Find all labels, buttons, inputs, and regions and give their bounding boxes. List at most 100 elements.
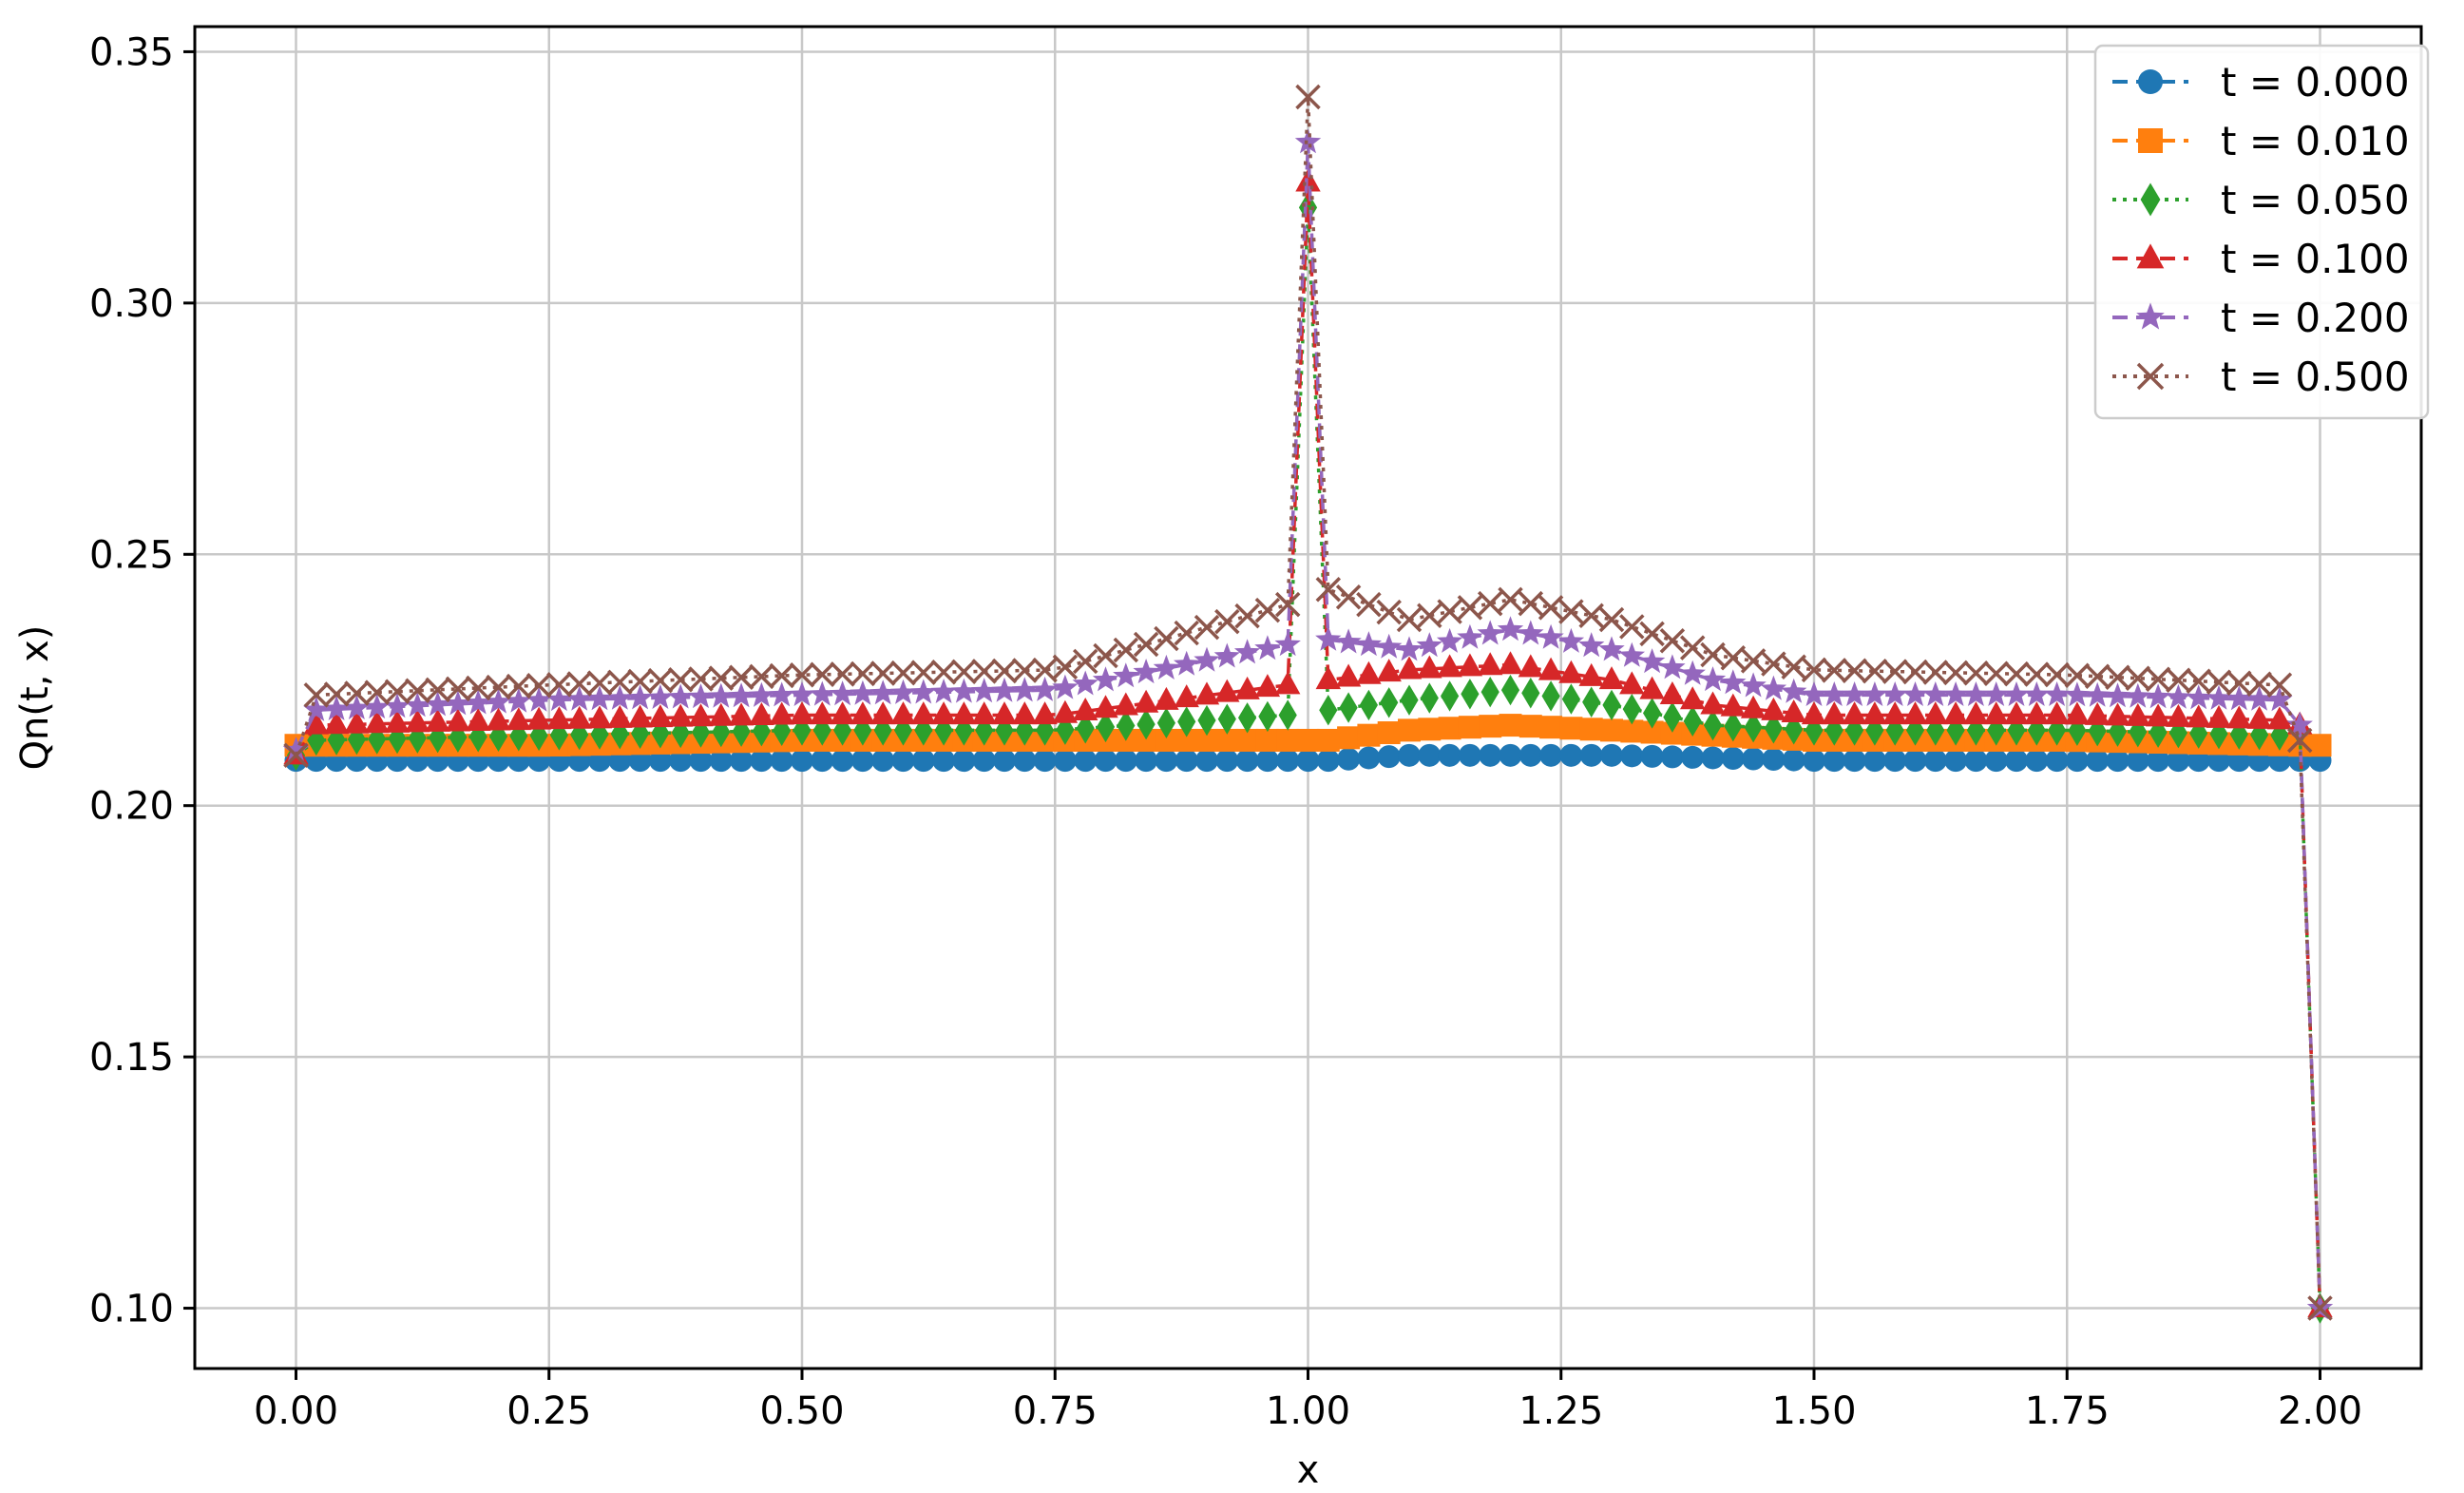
data-point (1032, 657, 1058, 683)
data-point (1538, 595, 1564, 621)
data-point (769, 701, 794, 725)
data-point (1177, 706, 1196, 737)
data-point (1274, 591, 1301, 618)
data-point (1681, 745, 1705, 769)
data-point (728, 682, 754, 708)
data-point (1499, 743, 1522, 767)
data-point (1337, 747, 1361, 771)
data-point (1922, 681, 1949, 706)
data-point (1052, 674, 1079, 699)
data-point (830, 661, 855, 687)
data-point (1174, 620, 1199, 646)
data-point (1396, 636, 1423, 661)
data-point (1498, 651, 1523, 675)
data-point (1538, 657, 1564, 680)
data-point (1213, 642, 1240, 668)
data-point (1801, 657, 1827, 683)
data-point (1781, 699, 1806, 722)
data-point (1699, 666, 1727, 692)
data-point (1479, 715, 1502, 738)
data-point (465, 689, 491, 715)
data-point (1500, 674, 1520, 706)
data-point (1639, 621, 1665, 647)
data-point (2138, 69, 2163, 94)
legend: t = 0.000 t = 0.010 t = 0.050 t = 0.100 t = … (2093, 44, 2430, 420)
data-point (1400, 684, 1419, 716)
data-point (2226, 705, 2252, 729)
data-point (1275, 671, 1301, 695)
data-point (1175, 749, 1198, 773)
y-axis-label: Qn(t, x) (13, 625, 57, 771)
data-point (1679, 635, 1706, 660)
data-point (1618, 641, 1645, 667)
data-point (1416, 632, 1442, 658)
data-point (1962, 681, 1990, 706)
data-point (2064, 701, 2091, 725)
data-point (525, 673, 552, 699)
data-point (1458, 716, 1481, 739)
data-point (1740, 695, 1767, 718)
data-point (1012, 701, 1038, 725)
data-point (1356, 660, 1382, 684)
data-point (1335, 663, 1362, 687)
data-point (971, 701, 997, 725)
data-point (1074, 749, 1098, 773)
data-point (2065, 749, 2089, 773)
data-point (1761, 697, 1786, 720)
data-point (769, 681, 795, 707)
data-point (1437, 654, 1462, 678)
data-point (1457, 623, 1483, 649)
data-point (789, 661, 815, 688)
x-tick-label: 1.00 (1266, 1389, 1350, 1433)
data-point (1377, 745, 1401, 769)
data-point (2086, 749, 2110, 773)
data-point (1296, 728, 1320, 752)
data-point (323, 711, 350, 735)
data-point (1032, 701, 1058, 725)
data-point (364, 680, 390, 705)
data-point (1862, 658, 1888, 684)
data-point (1598, 666, 1625, 690)
data-point (1214, 679, 1240, 702)
data-point (347, 723, 366, 756)
data-point (1398, 718, 1421, 742)
data-point (869, 680, 896, 705)
data-point (1194, 646, 1220, 672)
x-axis-ticks: 0.00 0.25 0.50 0.75 1.00 1.25 1.50 1.75 2.00 (254, 1369, 2362, 1433)
data-point (1905, 715, 1925, 746)
data-point (343, 695, 371, 719)
data-point (2225, 685, 2252, 711)
data-point (1781, 654, 1806, 680)
data-point (2125, 702, 2150, 726)
data-point (2186, 668, 2211, 694)
data-point (1376, 599, 1402, 625)
grid (195, 27, 2421, 1369)
data-point (2105, 664, 2130, 690)
data-point (1721, 746, 1745, 770)
data-point (850, 680, 876, 705)
data-point (506, 673, 532, 699)
data-point (1740, 672, 1767, 698)
data-point (1643, 698, 1662, 729)
data-point (1052, 699, 1079, 723)
x-tick-label: 0.25 (506, 1389, 591, 1433)
data-point (545, 686, 573, 712)
data-point (627, 704, 653, 728)
data-point (1841, 681, 1868, 706)
legend-label: t = 0.500 (2221, 354, 2410, 400)
data-point (770, 749, 793, 773)
data-point (1518, 654, 1543, 678)
data-point (384, 709, 411, 733)
data-point (1539, 716, 1563, 739)
data-point (2044, 661, 2070, 688)
data-point (2003, 701, 2030, 725)
data-point (1497, 616, 1524, 641)
data-point (2186, 704, 2211, 728)
data-point (1316, 728, 1340, 752)
x-axis-label: x (1297, 1448, 1320, 1492)
data-point (1499, 714, 1522, 737)
data-point (1254, 674, 1281, 698)
data-point (2266, 706, 2293, 730)
data-point (1355, 631, 1383, 657)
data-point (668, 703, 694, 727)
